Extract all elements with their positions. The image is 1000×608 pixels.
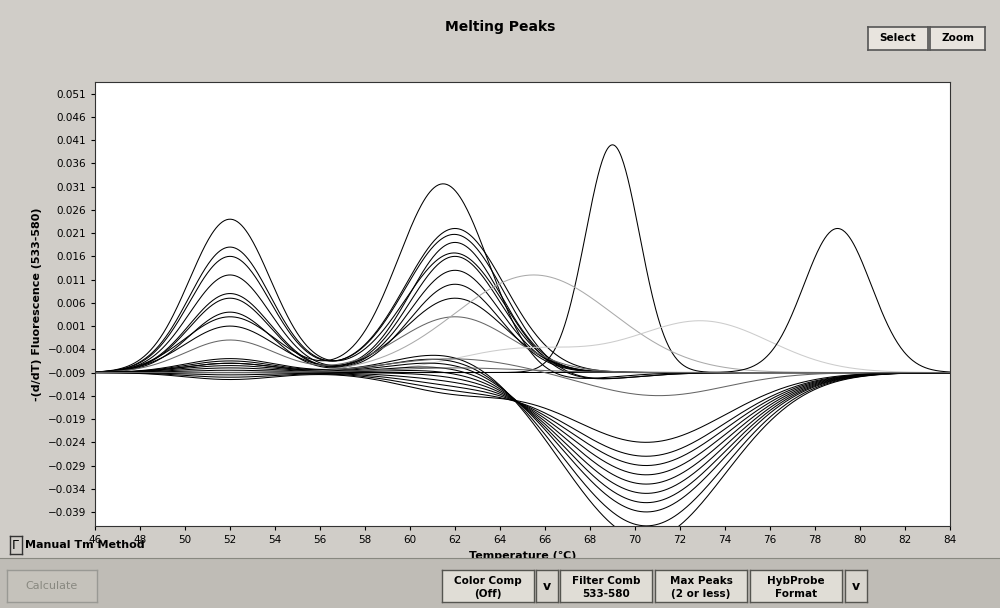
Y-axis label: -(d/dT) Fluorescence (533-580): -(d/dT) Fluorescence (533-580) [32,207,42,401]
Text: (2 or less): (2 or less) [671,589,731,599]
Text: Zoom: Zoom [941,33,974,43]
Text: (Off): (Off) [474,589,502,599]
Text: Color Comp: Color Comp [454,576,522,586]
Text: Filter Comb: Filter Comb [572,576,640,586]
X-axis label: Temperature (℃): Temperature (℃) [469,550,576,561]
Text: Manual Tm Method: Manual Tm Method [25,541,145,550]
Text: HybProbe: HybProbe [767,576,825,586]
Text: Γ: Γ [12,539,20,552]
Text: 533-580: 533-580 [582,589,630,599]
Text: Format: Format [775,589,817,599]
Text: Melting Peaks: Melting Peaks [445,20,555,35]
Text: v: v [852,579,860,593]
Text: v: v [543,579,551,593]
Text: Select: Select [880,33,916,43]
Text: Calculate: Calculate [26,581,78,591]
Text: Max Peaks: Max Peaks [670,576,732,586]
